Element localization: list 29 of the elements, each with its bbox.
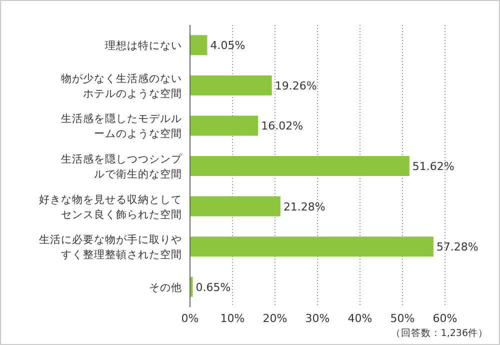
x-tick-label: 0%	[181, 312, 199, 325]
data-label: 51.62%	[412, 160, 454, 173]
data-label: 21.28%	[283, 200, 326, 214]
text: （回答数：1,236件）	[390, 327, 488, 339]
y-tick-label: 理想は特にない	[105, 39, 182, 52]
data-label: 0.65%	[196, 280, 231, 294]
bar	[190, 75, 272, 96]
y-tick-label: その他	[149, 282, 182, 294]
x-tick-label: 40%	[348, 312, 372, 325]
y-tick-label: 生活に必要な物が手に取りやすく整理整頓された空間	[39, 233, 182, 262]
y-tick-label: 生活感を隠したモデルルームのような空間	[61, 112, 182, 140]
bar	[190, 236, 434, 257]
bar	[190, 196, 280, 216]
y-tick-label: 物が少なく生活感のないホテルのような空間	[61, 72, 182, 100]
x-tick-label: 20%	[262, 312, 288, 325]
data-label: 19.26%	[274, 79, 317, 92]
data-label: 4.05%	[210, 39, 246, 52]
y-tick-label: 好きな物を見せる収納としてセンス良く飾られた空間	[39, 192, 182, 221]
data-label: 16.02%	[261, 120, 304, 133]
data-label: 57.28%	[436, 240, 478, 254]
x-tick-label: 50%	[390, 312, 415, 325]
bar	[190, 276, 193, 297]
x-tick-label: 30%	[305, 312, 330, 325]
bar	[190, 116, 258, 136]
x-tick-label: 10%	[220, 312, 245, 325]
bar	[190, 35, 208, 56]
y-tick-label: 生活感を隠しつつシンプルで衛生的な空間	[61, 152, 183, 180]
x-tick-label: 60%	[432, 312, 458, 325]
bar	[190, 156, 410, 176]
